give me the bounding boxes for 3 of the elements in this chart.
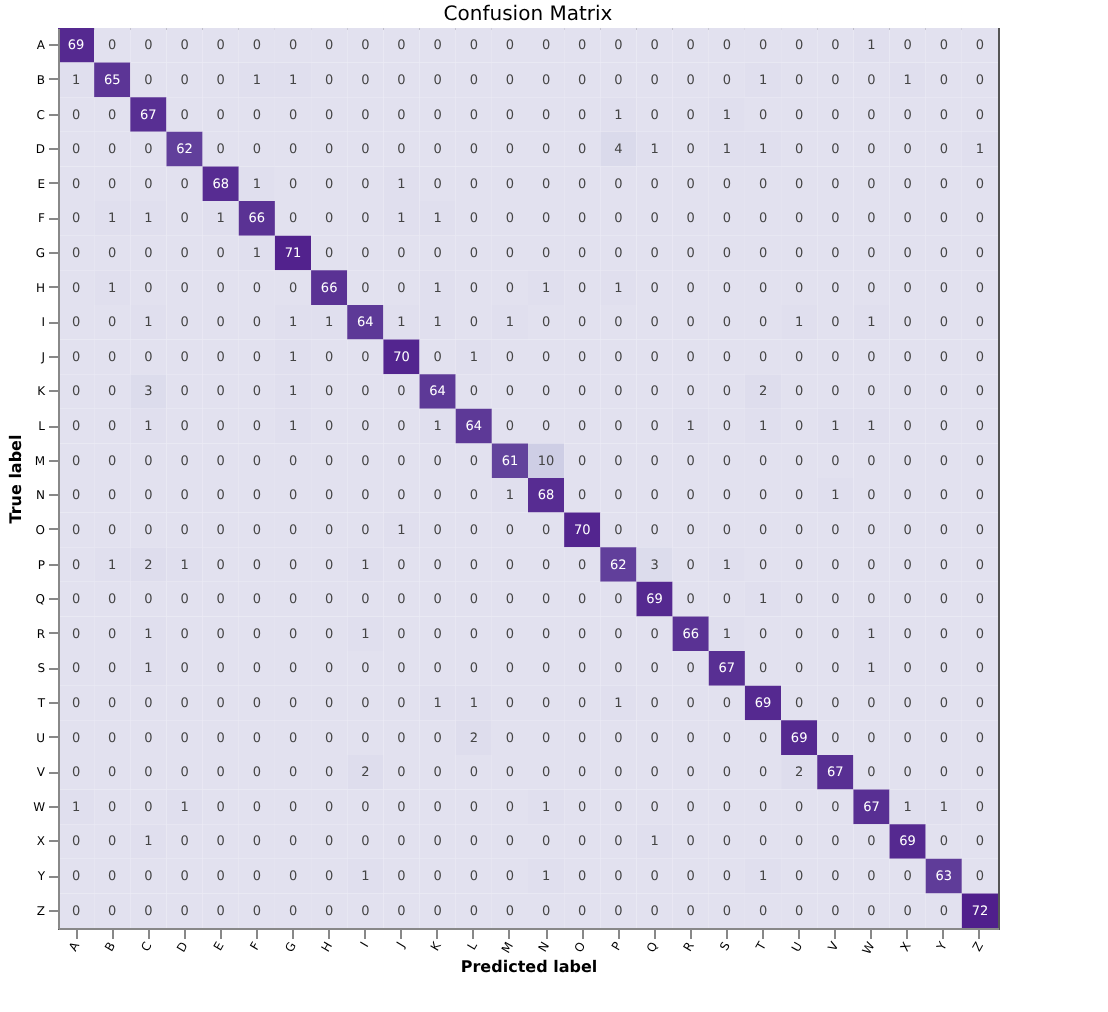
chart-title: Confusion Matrix bbox=[443, 4, 613, 26]
x-axis-title: Predicted label bbox=[460, 958, 598, 977]
y-axis-title: True label bbox=[7, 434, 26, 524]
